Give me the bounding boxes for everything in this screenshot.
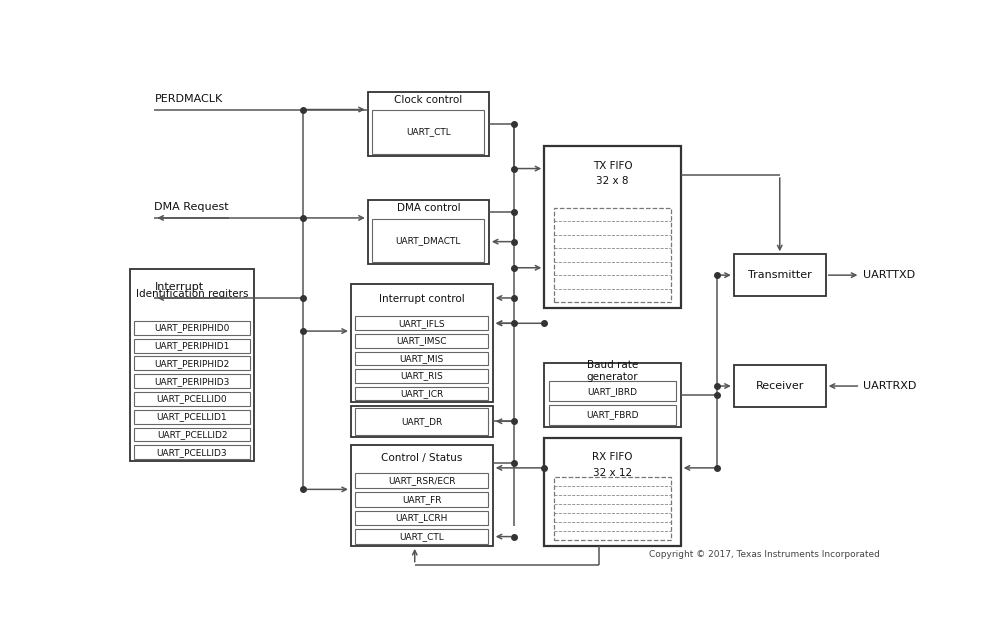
Text: UART_IMSC: UART_IMSC bbox=[397, 336, 447, 346]
Text: UART_CTL: UART_CTL bbox=[399, 532, 445, 541]
Text: UART_MIS: UART_MIS bbox=[400, 354, 444, 363]
Bar bbox=[548, 405, 676, 425]
Bar bbox=[355, 317, 488, 330]
Text: UART_RIS: UART_RIS bbox=[400, 371, 444, 380]
Bar bbox=[130, 269, 254, 461]
Text: UART_PCELLID3: UART_PCELLID3 bbox=[156, 448, 228, 457]
Text: UART_CTL: UART_CTL bbox=[406, 127, 450, 136]
Text: UART_PCELLID0: UART_PCELLID0 bbox=[156, 394, 228, 403]
Bar bbox=[554, 208, 671, 302]
Bar bbox=[544, 438, 681, 546]
Bar bbox=[135, 428, 249, 442]
Bar bbox=[135, 356, 249, 371]
Bar bbox=[372, 110, 484, 154]
Text: Clock control: Clock control bbox=[394, 95, 462, 105]
Text: UART_RSR/ECR: UART_RSR/ECR bbox=[388, 476, 455, 485]
Bar bbox=[355, 351, 488, 365]
Text: Transmitter: Transmitter bbox=[747, 270, 812, 280]
Bar bbox=[544, 363, 681, 427]
Bar bbox=[135, 339, 249, 353]
Bar bbox=[355, 408, 488, 435]
Bar bbox=[355, 473, 488, 488]
Text: DMA Request: DMA Request bbox=[154, 202, 229, 212]
Text: RX FIFO: RX FIFO bbox=[592, 452, 633, 462]
Bar bbox=[355, 492, 488, 507]
Bar bbox=[367, 92, 489, 156]
Text: Receiver: Receiver bbox=[755, 381, 804, 391]
Bar bbox=[350, 445, 493, 546]
Bar bbox=[355, 387, 488, 400]
Text: UART_ICR: UART_ICR bbox=[400, 388, 444, 398]
Text: UART_PCELLID2: UART_PCELLID2 bbox=[156, 430, 228, 439]
Text: UART_FBRD: UART_FBRD bbox=[586, 410, 639, 419]
Bar bbox=[548, 381, 676, 401]
Bar bbox=[355, 511, 488, 525]
Text: Copyright © 2017, Texas Instruments Incorporated: Copyright © 2017, Texas Instruments Inco… bbox=[648, 550, 879, 559]
Bar bbox=[350, 406, 493, 436]
Text: UART_PERIPHID3: UART_PERIPHID3 bbox=[154, 377, 230, 386]
Text: UARTTXD: UARTTXD bbox=[862, 270, 915, 280]
Text: UART_PERIPHID1: UART_PERIPHID1 bbox=[154, 341, 230, 350]
Text: UART_FR: UART_FR bbox=[402, 495, 442, 504]
Bar bbox=[350, 284, 493, 402]
Text: UART_PERIPHID0: UART_PERIPHID0 bbox=[154, 323, 230, 332]
Bar bbox=[734, 365, 826, 407]
Bar bbox=[135, 410, 249, 424]
Text: 32 x 12: 32 x 12 bbox=[593, 468, 632, 478]
Text: Identification regiters: Identification regiters bbox=[136, 289, 248, 299]
Text: UART_PERIPHID2: UART_PERIPHID2 bbox=[154, 359, 230, 368]
Bar bbox=[135, 392, 249, 406]
Text: Baud rate
generator: Baud rate generator bbox=[587, 360, 639, 381]
Text: PERDMACLK: PERDMACLK bbox=[154, 93, 223, 104]
Text: 32 x 8: 32 x 8 bbox=[596, 176, 629, 186]
Text: Interrupt: Interrupt bbox=[154, 282, 204, 292]
Bar bbox=[355, 529, 488, 544]
Text: UART_IFLS: UART_IFLS bbox=[399, 319, 446, 328]
Bar bbox=[135, 321, 249, 335]
Text: UART_LCRH: UART_LCRH bbox=[396, 513, 448, 522]
Bar bbox=[734, 254, 826, 296]
Text: UART_DR: UART_DR bbox=[401, 417, 443, 426]
Text: Interrupt control: Interrupt control bbox=[379, 294, 464, 304]
Bar bbox=[544, 146, 681, 308]
Text: UART_DMACTL: UART_DMACTL bbox=[396, 236, 461, 245]
Text: TX FIFO: TX FIFO bbox=[593, 161, 633, 170]
Bar bbox=[135, 374, 249, 388]
Bar bbox=[367, 200, 489, 264]
Text: UART_PCELLID1: UART_PCELLID1 bbox=[156, 412, 228, 421]
Bar bbox=[355, 334, 488, 348]
Bar bbox=[135, 445, 249, 460]
Bar bbox=[355, 369, 488, 383]
Text: Control / Status: Control / Status bbox=[381, 453, 462, 463]
Text: UARTRXD: UARTRXD bbox=[862, 381, 916, 391]
Bar bbox=[372, 219, 484, 262]
Text: DMA control: DMA control bbox=[397, 204, 460, 213]
Bar bbox=[554, 477, 671, 540]
Text: UART_IBRD: UART_IBRD bbox=[587, 387, 638, 396]
